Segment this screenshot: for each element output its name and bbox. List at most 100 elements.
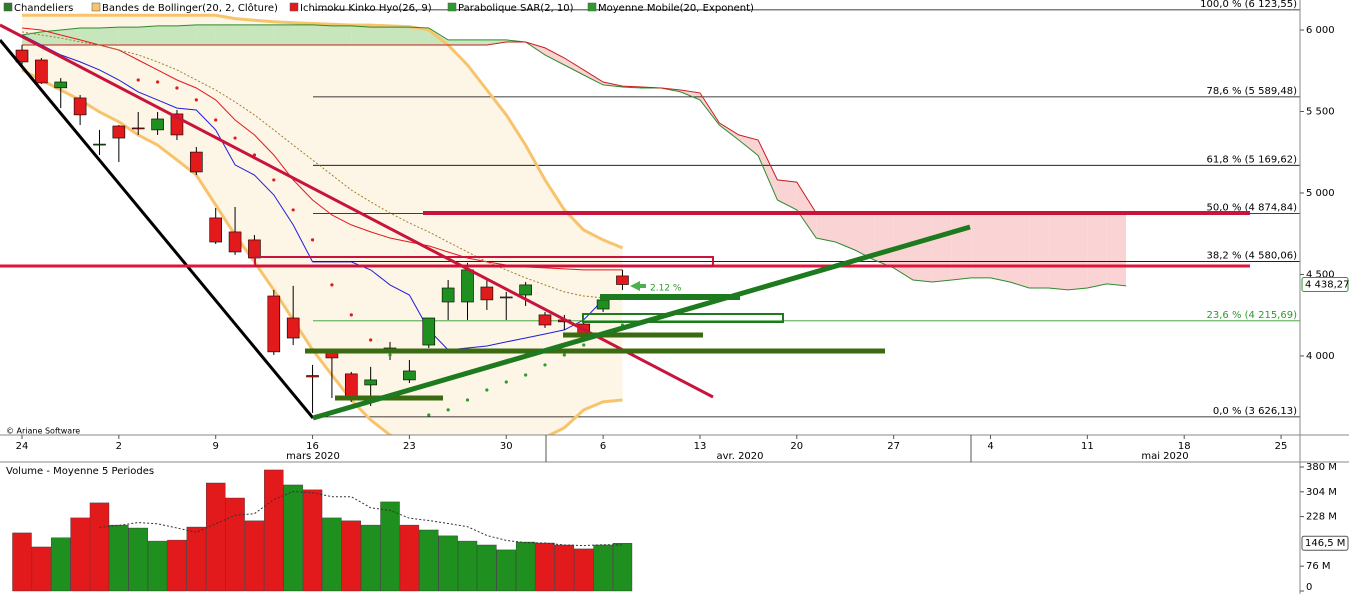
legend-label: Chandeliers [14,3,73,14]
ichimoku-cloud [331,25,352,45]
x-tick-label: 30 [500,441,513,452]
sar-dot [485,388,489,392]
volume-bar [612,542,633,592]
sar-dot [136,78,140,82]
ichimoku-cloud [22,31,42,45]
ichimoku-cloud [138,25,158,45]
volume-bar [244,520,265,592]
legend-swatch [91,2,101,12]
legend-swatch [447,2,457,12]
ichimoku-cloud [1087,213,1107,288]
x-tick-label: 4 [987,441,993,452]
month-label: mai 2020 [1141,451,1188,462]
sar-dot [175,86,179,90]
candle-body [461,269,474,303]
annotations: 2.12 % [0,23,1250,421]
sar-dot [214,118,218,122]
volume-bar [70,517,90,592]
axes: 4 000 4 500 5 000 5 500 6 000 4 438,27 24 2 9 16 2… [16,25,1349,593]
volume-bar [109,524,129,592]
volume-bar [302,489,323,592]
ichimoku-cloud [448,39,468,45]
ichimoku-cloud [583,69,604,85]
ichimoku-cloud [738,134,759,156]
bollinger-upper [22,13,624,250]
candle-body [480,286,494,301]
legend-label: Bandes de Bollinger(20, 2, Clôture) [102,2,278,14]
sar-dot [194,98,198,102]
candle-body [519,284,532,296]
ichimoku-cloud [254,24,274,45]
volume-bar [147,540,168,592]
volume-bar [438,535,458,592]
volume-bar [128,527,148,592]
ichimoku-cloud [235,24,255,45]
last-volume-tag [1301,535,1349,551]
ichimoku-cloud [60,28,81,45]
legend-swatch [289,2,299,12]
fib-label: 100,0 % (6 123,55) [1200,0,1297,10]
last-price-label: 4 438,27 [1305,280,1349,291]
candle-body [190,151,203,173]
ichimoku-cloud [758,140,778,200]
annotation: 2.12 % [650,284,682,294]
candle-body [422,317,436,346]
fib-label: 50,0 % (4 874,84) [1207,202,1298,213]
legend-label: Parabolique SAR(2, 10) [458,3,574,14]
y-tick-label: 6 000 [1306,25,1335,36]
last-volume-label: 146,5 M [1305,538,1345,549]
ichimoku-cloud [854,213,875,260]
ichimoku-cloud [1048,213,1068,290]
arrow [630,281,646,291]
volume-bar [205,482,226,592]
volume-bar [283,484,303,592]
ichimoku-cloud [215,24,236,45]
ichimoku-cloud [118,27,139,45]
volume-layer [12,469,633,592]
legend-label: Moyenne Mobile(20, Exponent) [598,3,754,14]
candle-body [112,125,126,139]
sar-dot [388,353,392,357]
candle-body [131,127,145,130]
ichimoku-cloud [293,24,313,45]
volume-bar [399,524,420,592]
ichimoku-cloud [351,25,371,45]
candle-body [306,375,319,378]
ichimoku-cloud [409,27,429,45]
legend-swatch [587,2,597,12]
ichimoku-cloud [99,27,119,45]
sar-dot [330,283,334,287]
ichimoku-cloud [1029,213,1049,288]
sar-dot [446,408,450,412]
last-price-tag [1301,277,1349,293]
volume-bar [574,548,594,592]
ichimoku-cloud [990,213,1010,282]
ichimoku-cloud [196,24,216,45]
volume-bar [535,542,555,592]
trend-line [312,224,971,421]
trend-line [0,39,315,419]
ichimoku-cloud [273,24,294,45]
bollinger-lower [21,68,623,435]
volume-bar [225,497,245,592]
y-tick-label: 5 000 [1306,188,1335,199]
candle-body [286,317,300,339]
ichimoku-span-a [21,24,1127,291]
candle-body [344,373,358,399]
fib-label: 61,8 % (5 169,62) [1207,154,1298,165]
ichimoku-cloud [486,39,507,45]
x-tick-label: 18 [1178,441,1191,452]
ichimoku-cloud [1106,213,1127,286]
candle-body [151,118,164,131]
sar-dot [504,380,508,384]
zone-box [582,313,784,323]
sar-dot [349,313,353,317]
x-tick-label: 6 [600,441,606,452]
candle-body [403,370,416,381]
fib-label: 23,6 % (4 215,69) [1207,310,1298,321]
sar-dot [369,338,373,342]
ichimoku-cloud [390,27,410,45]
volume-bar [360,524,381,592]
candle-body [15,49,29,63]
candle-body [441,287,455,303]
